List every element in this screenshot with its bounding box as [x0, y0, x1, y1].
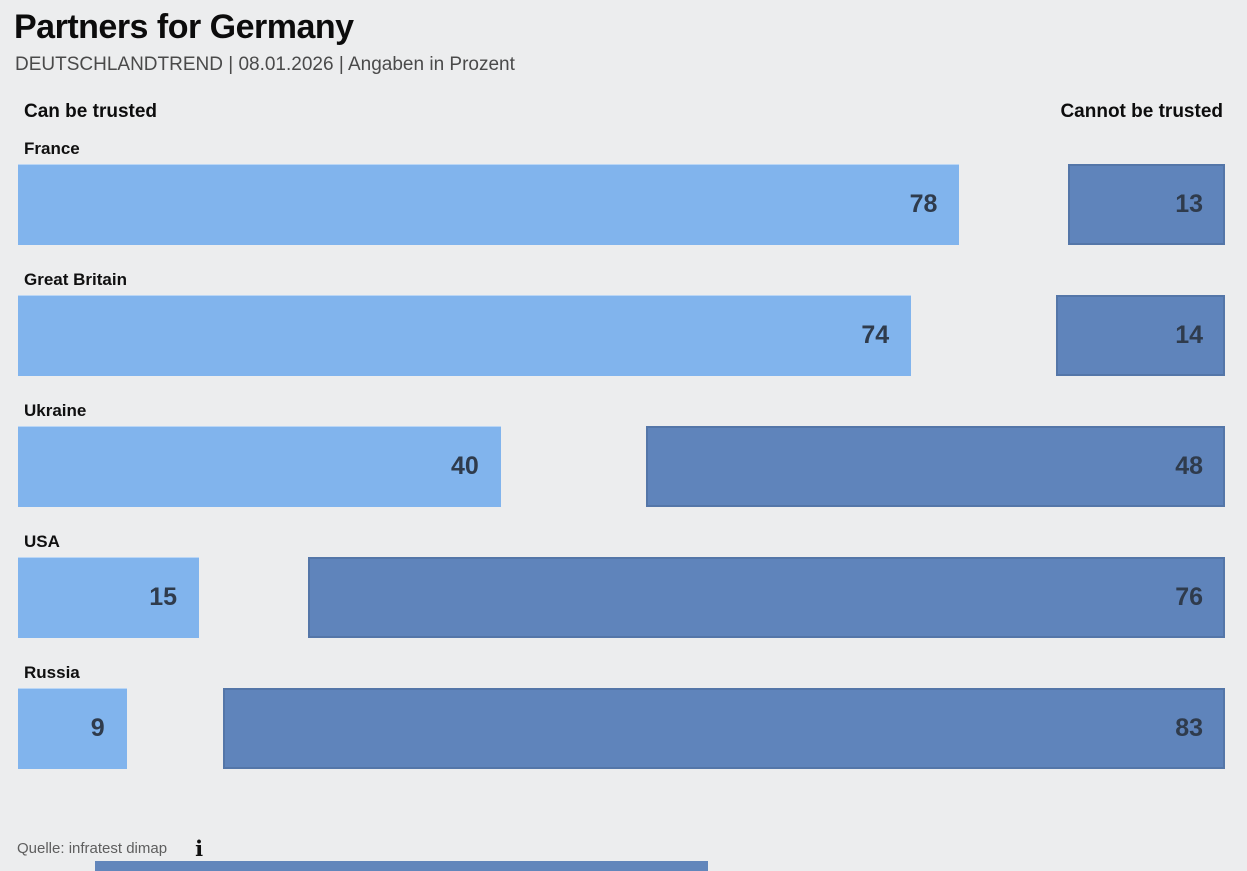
trust-bar: 78	[18, 164, 960, 246]
country-label: Great Britain	[24, 270, 127, 290]
trust-value: 9	[90, 714, 105, 743]
info-icon[interactable]: i	[195, 836, 204, 861]
distrust-bar: 76	[307, 557, 1225, 639]
distrust-value: 13	[1175, 190, 1203, 219]
page-subtitle: DEUTSCHLANDTREND | 08.01.2026 | Angaben …	[15, 54, 515, 76]
country-label: Russia	[24, 663, 80, 683]
country-row: France 78 13	[18, 139, 1225, 246]
distrust-value: 48	[1175, 452, 1203, 481]
trust-value: 15	[149, 583, 178, 612]
distrust-value: 83	[1175, 714, 1203, 743]
distrust-bar: 13	[1068, 164, 1225, 246]
trust-bar: 15	[18, 557, 200, 639]
country-row: Russia 9 83	[18, 663, 1225, 770]
trust-bar: 40	[18, 426, 501, 508]
distrust-bar: 83	[223, 688, 1225, 770]
footer: Quelle: infratest dimap i	[17, 838, 203, 859]
bar-pair: 78 13	[18, 164, 1225, 246]
country-row: USA 15 76	[18, 532, 1225, 639]
bar-pair: 15 76	[18, 557, 1225, 639]
source-label: Quelle: infratest dimap	[17, 840, 168, 857]
chart-rows: France 78 13 Great Britain 74 14 Ukraine…	[18, 139, 1225, 770]
trust-bar: 74	[18, 295, 912, 377]
trust-value: 78	[909, 190, 938, 219]
country-label: USA	[24, 532, 60, 552]
bar-pair: 74 14	[18, 295, 1225, 377]
distrust-value: 76	[1175, 583, 1203, 612]
column-headers: Can be trusted Cannot be trusted	[24, 101, 1223, 123]
page-title: Partners for Germany	[14, 8, 354, 46]
country-row: Ukraine 40 48	[18, 401, 1225, 508]
right-column-header: Cannot be trusted	[1060, 101, 1223, 123]
distrust-value: 14	[1175, 321, 1203, 350]
trust-bar: 9	[18, 688, 127, 770]
bar-pair: 40 48	[18, 426, 1225, 508]
trust-value: 74	[861, 321, 890, 350]
video-progress-bar[interactable]	[95, 861, 708, 871]
country-row: Great Britain 74 14	[18, 270, 1225, 377]
left-column-header: Can be trusted	[24, 101, 158, 123]
country-label: Ukraine	[24, 401, 87, 421]
trust-value: 40	[450, 452, 479, 481]
distrust-bar: 48	[645, 426, 1225, 508]
distrust-bar: 14	[1056, 295, 1225, 377]
country-label: France	[24, 139, 80, 159]
bar-pair: 9 83	[18, 688, 1225, 770]
